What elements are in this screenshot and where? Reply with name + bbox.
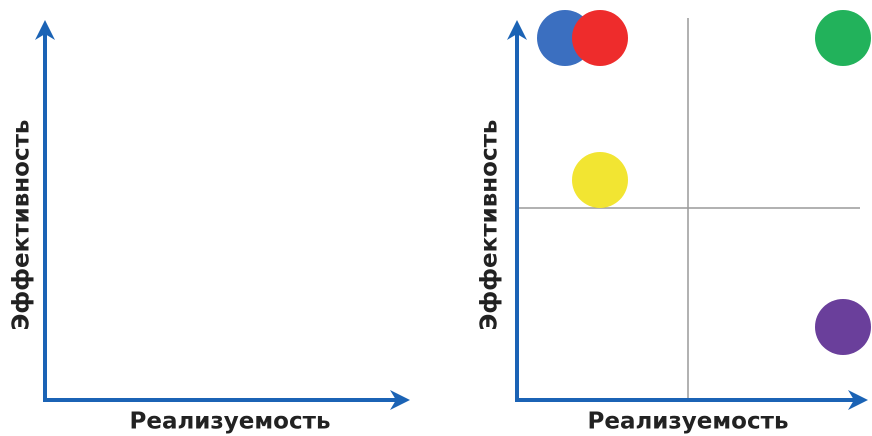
x-axis-label: Реализуемость (129, 409, 330, 435)
dot (572, 10, 628, 66)
y-axis-label: Эффективность (9, 120, 35, 331)
y-axis-label: Эффективность (477, 120, 503, 331)
right-panel: Реализуемость Эффективность (477, 10, 871, 435)
dot (815, 10, 871, 66)
x-axis-label: Реализуемость (587, 409, 788, 435)
dot (815, 299, 871, 355)
dot (572, 152, 628, 208)
left-panel: Реализуемость Эффективность (9, 20, 410, 435)
